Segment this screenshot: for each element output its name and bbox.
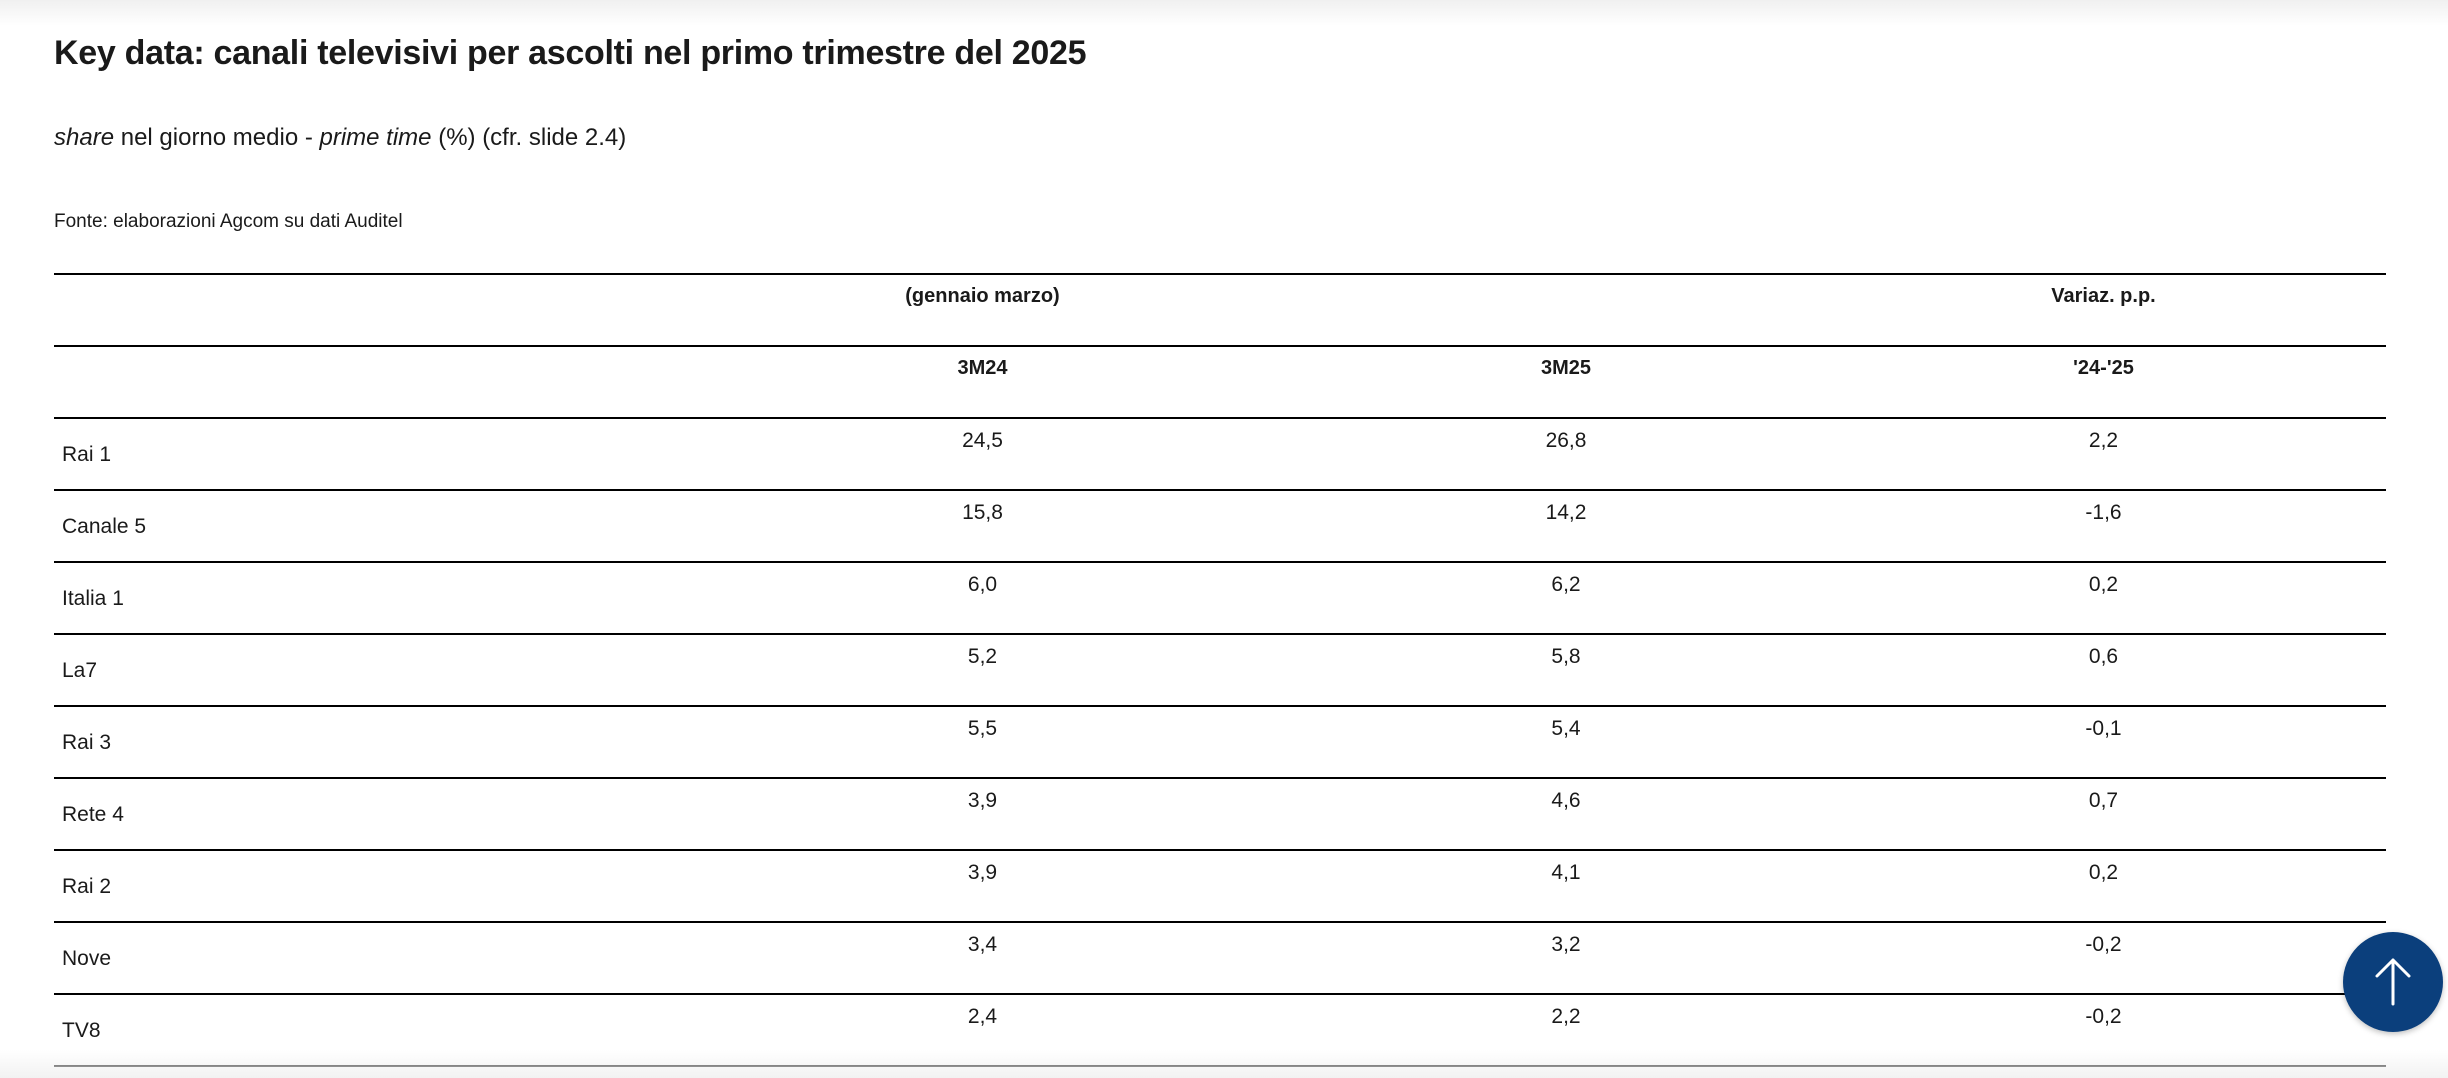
value-variation: -0,1 xyxy=(1821,706,2386,779)
header-empty xyxy=(54,273,654,347)
top-shadow xyxy=(0,0,2448,26)
table-row: TV8 2,4 2,2 -0,2 xyxy=(54,994,2386,1067)
page-title: Key data: canali televisivi per ascolti … xyxy=(54,34,1087,72)
arrow-up-icon xyxy=(2375,958,2411,1006)
subtitle-italic-prime-time: prime time xyxy=(319,124,432,151)
channel-name: Rai 3 xyxy=(54,706,654,779)
value-3m25: 5,8 xyxy=(1311,634,1821,707)
value-variation: -0,2 xyxy=(1821,922,2386,995)
subtitle-italic-share: share xyxy=(54,124,115,151)
header-24-25: '24-'25 xyxy=(1821,346,2386,419)
value-3m25: 2,2 xyxy=(1311,994,1821,1067)
source-note: Fonte: elaborazioni Agcom su dati Audite… xyxy=(54,211,403,232)
table-subtitle: share nel giorno medio - prime time (%) … xyxy=(54,124,626,152)
header-empty-2 xyxy=(1311,273,1821,347)
value-3m25: 3,2 xyxy=(1311,922,1821,995)
value-3m25: 4,1 xyxy=(1311,850,1821,923)
channel-name: Rai 1 xyxy=(54,417,654,491)
value-3m24: 5,2 xyxy=(654,634,1311,707)
table-body: Rai 1 24,5 26,8 2,2 Canale 5 15,8 14,2 -… xyxy=(54,417,2386,1067)
value-3m24: 24,5 xyxy=(654,417,1311,491)
header-row-columns: 3M24 3M25 '24-'25 xyxy=(54,346,2386,419)
ratings-table: (gennaio marzo) Variaz. p.p. 3M24 3M25 '… xyxy=(54,273,2386,1067)
channel-name: La7 xyxy=(54,634,654,707)
channel-name: Italia 1 xyxy=(54,562,654,635)
header-row-period: (gennaio marzo) Variaz. p.p. xyxy=(54,273,2386,347)
subtitle-text-1: nel giorno medio - xyxy=(114,124,320,151)
value-3m24: 3,4 xyxy=(654,922,1311,995)
channel-name: Rai 2 xyxy=(54,850,654,923)
table-row: Italia 1 6,0 6,2 0,2 xyxy=(54,562,2386,635)
scroll-to-top-button[interactable] xyxy=(2343,932,2443,1032)
table-row: La7 5,2 5,8 0,6 xyxy=(54,634,2386,707)
value-3m24: 15,8 xyxy=(654,490,1311,563)
value-variation: 2,2 xyxy=(1821,417,2386,491)
value-3m25: 6,2 xyxy=(1311,562,1821,635)
channel-name: Canale 5 xyxy=(54,490,654,563)
subtitle-text-2: (%) (cfr. slide 2.4) xyxy=(431,124,627,151)
value-3m25: 5,4 xyxy=(1311,706,1821,779)
value-variation: -0,2 xyxy=(1821,994,2386,1067)
channel-name: TV8 xyxy=(54,994,654,1067)
value-variation: -1,6 xyxy=(1821,490,2386,563)
value-3m25: 14,2 xyxy=(1311,490,1821,563)
table-row: Rai 1 24,5 26,8 2,2 xyxy=(54,417,2386,491)
value-3m24: 6,0 xyxy=(654,562,1311,635)
table-row: Rai 2 3,9 4,1 0,2 xyxy=(54,850,2386,923)
value-variation: 0,7 xyxy=(1821,778,2386,851)
table-row: Rai 3 5,5 5,4 -0,1 xyxy=(54,706,2386,779)
value-variation: 0,2 xyxy=(1821,562,2386,635)
channel-name: Nove xyxy=(54,922,654,995)
value-3m25: 26,8 xyxy=(1311,417,1821,491)
header-3m24: 3M24 xyxy=(654,346,1311,419)
value-variation: 0,6 xyxy=(1821,634,2386,707)
header-empty-3 xyxy=(54,346,654,419)
value-3m25: 4,6 xyxy=(1311,778,1821,851)
value-3m24: 5,5 xyxy=(654,706,1311,779)
table-row: Nove 3,4 3,2 -0,2 xyxy=(54,922,2386,995)
header-variation: Variaz. p.p. xyxy=(1821,273,2386,347)
value-3m24: 3,9 xyxy=(654,850,1311,923)
value-3m24: 2,4 xyxy=(654,994,1311,1067)
channel-name: Rete 4 xyxy=(54,778,654,851)
table-row: Rete 4 3,9 4,6 0,7 xyxy=(54,778,2386,851)
value-3m24: 3,9 xyxy=(654,778,1311,851)
header-period: (gennaio marzo) xyxy=(654,273,1311,347)
table-row: Canale 5 15,8 14,2 -1,6 xyxy=(54,490,2386,563)
header-3m25: 3M25 xyxy=(1311,346,1821,419)
value-variation: 0,2 xyxy=(1821,850,2386,923)
